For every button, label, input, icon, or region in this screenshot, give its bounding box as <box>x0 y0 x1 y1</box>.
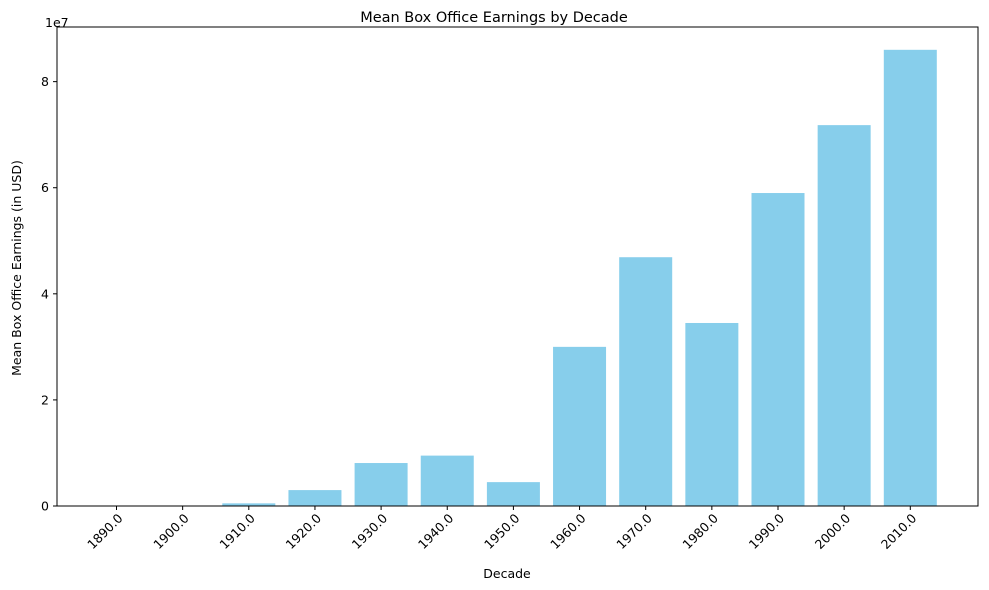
x-tick-label: 2010.0 <box>878 510 920 552</box>
bar-2010.0 <box>883 49 937 507</box>
bar-1970.0 <box>619 257 673 506</box>
y-tick-label: 0 <box>41 499 49 514</box>
x-tick-label: 1940.0 <box>415 510 457 552</box>
x-tick-label: 1920.0 <box>283 510 325 552</box>
bar-1920.0 <box>288 490 342 506</box>
bar-1910.0 <box>222 503 276 506</box>
x-tick-label: 1990.0 <box>746 510 788 552</box>
y-tick-label: 4 <box>41 286 49 301</box>
bars-group <box>222 49 937 507</box>
x-tick-label: 1960.0 <box>547 510 589 552</box>
y-tick-label: 6 <box>41 180 49 195</box>
x-axis-label: Decade <box>483 566 531 581</box>
plot-area-frame <box>56 26 979 507</box>
y-tick-label: 8 <box>41 74 49 89</box>
x-tick-label: 1890.0 <box>84 510 126 552</box>
x-tick-label: 2000.0 <box>812 510 854 552</box>
x-tick-label: 1900.0 <box>150 510 192 552</box>
bar-1940.0 <box>420 455 474 506</box>
x-tick-label: 1950.0 <box>481 510 523 552</box>
x-tick-label: 1980.0 <box>679 510 721 552</box>
x-tick-label: 1910.0 <box>216 510 258 552</box>
y-axis-label: Mean Box Office Earnings (in USD) <box>9 160 24 376</box>
y-ticks-group: 0 2 4 6 8 <box>41 74 57 514</box>
bar-1980.0 <box>685 322 739 506</box>
bar-1960.0 <box>553 346 607 506</box>
bar-1950.0 <box>486 482 540 506</box>
x-tick-label: 1930.0 <box>349 510 391 552</box>
y-tick-label: 2 <box>41 392 49 407</box>
bar-2000.0 <box>817 125 871 506</box>
bar-1930.0 <box>354 463 408 506</box>
chart-title: Mean Box Office Earnings by Decade <box>360 10 628 26</box>
y-axis-offset-label: 1e7 <box>45 15 69 30</box>
bar-1990.0 <box>751 193 805 506</box>
x-ticks-group: 1890.0 1900.0 1910.0 1920.0 1930.0 1940.0 1950… <box>84 506 919 552</box>
x-tick-label: 1970.0 <box>613 510 655 552</box>
